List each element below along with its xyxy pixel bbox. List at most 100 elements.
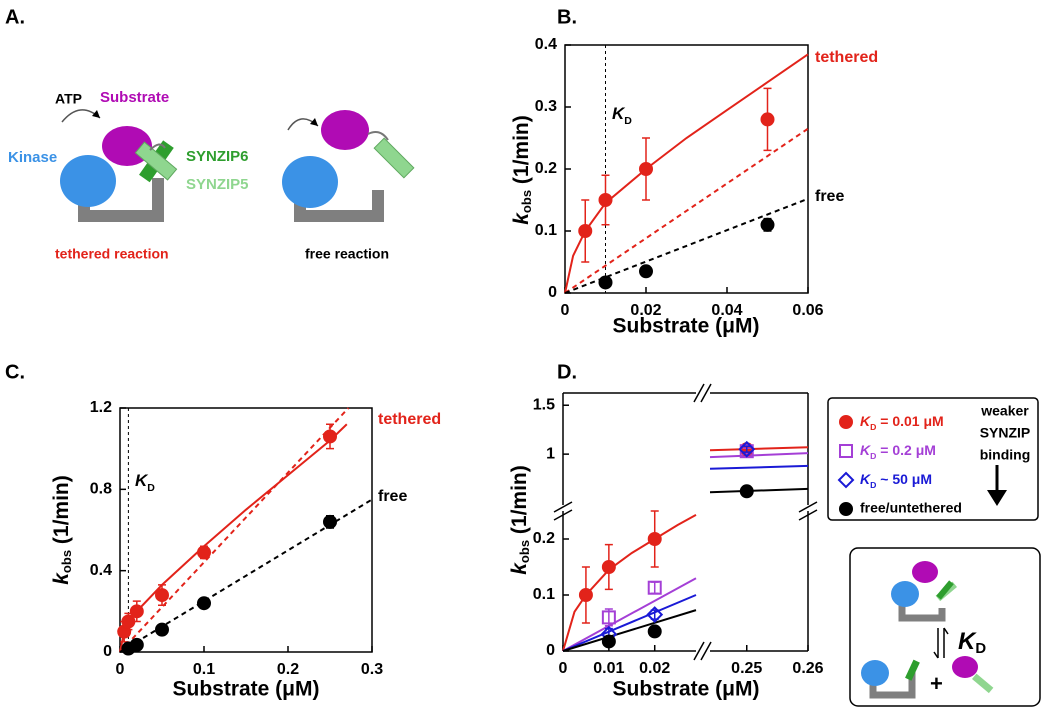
marker — [197, 596, 211, 611]
marker — [578, 224, 593, 238]
legend-note: SYNZIP — [980, 425, 1031, 441]
synzip5-shape — [134, 141, 178, 181]
axis-break — [693, 383, 705, 403]
axis-break — [553, 501, 573, 513]
substrate-shape — [952, 656, 978, 678]
axis-break — [798, 509, 818, 521]
y-tick-label: 0.4 — [535, 36, 557, 53]
y-tick-label: 0.1 — [533, 586, 555, 603]
y-tick-label: 0.2 — [533, 530, 555, 547]
kinase-shape — [60, 155, 116, 207]
marker — [639, 264, 653, 279]
reference-label: KD — [135, 471, 155, 493]
label: free reaction — [305, 246, 389, 262]
chart: B. 0 0.02 0.04 0.06 0 0.1 0.2 0.3 0.4 Substrate (μ… — [510, 6, 879, 337]
annotation: free — [815, 188, 844, 205]
plot-frame — [119, 407, 373, 653]
fit-line — [564, 53, 809, 294]
y-tick-label: 1.2 — [90, 399, 112, 416]
panel-label: D. — [557, 361, 577, 383]
marker — [739, 484, 754, 499]
label: Kinase — [8, 149, 57, 166]
marker — [601, 610, 616, 625]
label: SYNZIP6 — [186, 148, 249, 165]
x-tick-label: 0.1 — [193, 661, 215, 678]
y-tick-label: 0.2 — [535, 160, 557, 177]
x-tick-label: 0.02 — [630, 302, 661, 319]
y-tick-label: 0 — [546, 642, 555, 659]
fit-line — [562, 464, 809, 652]
error-bar — [650, 581, 659, 595]
axis-break — [693, 641, 705, 661]
marker — [578, 588, 593, 602]
y-tick-label: 0.4 — [90, 562, 112, 579]
x-tick-label: 0 — [116, 661, 125, 678]
kinase-shape — [861, 660, 889, 686]
substrate-shape — [912, 561, 938, 583]
kinase-shape — [891, 581, 919, 607]
arrow-head — [92, 110, 100, 118]
fit-line — [562, 487, 809, 652]
y-axis-label: kobs (1/min) — [510, 115, 535, 225]
y-tick-label: 0 — [548, 284, 557, 301]
x-tick-label: 0.3 — [361, 661, 383, 678]
marker — [121, 614, 136, 629]
plus: + — [930, 671, 943, 696]
chart: C. 0 0.1 0.2 0.3 0 0.4 0.8 1.2 Substrate (μM) kobs… — [5, 361, 441, 700]
legend-marker — [839, 502, 853, 516]
axis-break — [700, 383, 712, 403]
fit-line — [119, 423, 348, 653]
y-tick-label: 0 — [103, 643, 112, 660]
x-axis-label: Substrate (μM) — [172, 678, 319, 701]
x-tick-label: 0 — [559, 660, 568, 677]
marker — [601, 560, 616, 574]
marker — [323, 429, 337, 444]
synzip5-shape — [972, 673, 994, 694]
label: tethered reaction — [55, 246, 169, 262]
marker — [647, 532, 662, 546]
linker — [367, 131, 389, 141]
legend-arrow-head — [987, 490, 1007, 506]
reference-label: KD — [612, 104, 632, 126]
legend-label: KD = 0.2 μM — [860, 442, 936, 462]
marker — [129, 604, 144, 619]
y-tick-label: 0.3 — [535, 98, 557, 115]
marker — [639, 162, 653, 176]
y-tick-label: 0.8 — [90, 481, 112, 498]
legend-note: binding — [980, 447, 1031, 463]
label: Substrate — [100, 89, 169, 106]
linker — [149, 143, 166, 151]
marker — [598, 193, 613, 207]
y-axis-label: kobs (1/min) — [508, 465, 533, 575]
axis-break — [798, 501, 818, 513]
arrow-head — [310, 118, 318, 126]
marker — [646, 606, 664, 624]
kinase-shape — [282, 156, 338, 208]
marker — [760, 217, 775, 232]
chart: D. 0 0.01 0.02 0.25 0.26 0 0.1 0.2 1 1.5 Substrate … — [508, 361, 824, 700]
synzip5-shape — [373, 137, 415, 179]
legend-note: weaker — [980, 403, 1029, 419]
scaffold — [869, 672, 916, 699]
marker — [129, 637, 144, 652]
y-tick-label: 1.5 — [533, 396, 555, 413]
diagram: A. ATP Substrate Kinase SYNZIP6 SYNZIP5 … — [5, 6, 415, 262]
y-axis-label: kobs (1/min) — [50, 475, 75, 585]
legend-label: KD ~ 50 μM — [860, 471, 932, 491]
axis-break — [700, 641, 712, 661]
substrate-shape — [321, 110, 369, 150]
fit-line — [562, 446, 809, 652]
x-tick-label: 0.2 — [277, 661, 299, 678]
label: SYNZIP5 — [186, 176, 249, 193]
y-tick-label: 1 — [546, 445, 555, 462]
x-tick-label: 0.06 — [792, 302, 823, 319]
legend-marker — [839, 444, 853, 458]
x-tick-label: 0.04 — [711, 302, 742, 319]
marker — [197, 545, 211, 560]
marker — [760, 112, 775, 127]
marker — [738, 440, 756, 458]
annotation: free — [378, 488, 407, 505]
legend-marker — [839, 415, 853, 429]
x-tick-label: 0.02 — [639, 660, 670, 677]
legend-marker — [837, 471, 855, 489]
